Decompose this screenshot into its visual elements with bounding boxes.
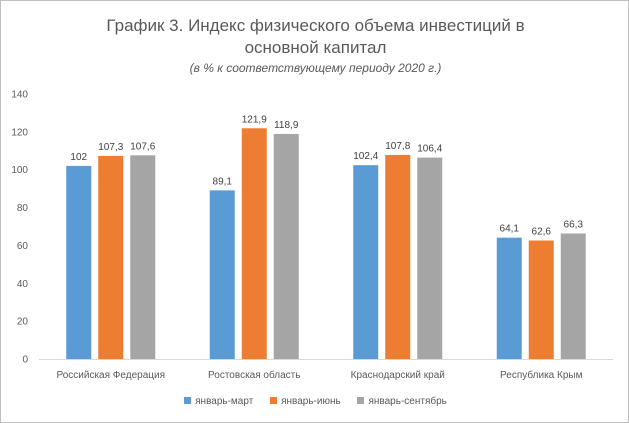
chart-legend: январь-март январь-июнь январь-сентябрь bbox=[1, 396, 629, 407]
bar bbox=[417, 157, 443, 359]
legend-item-series-3: январь-сентябрь bbox=[357, 396, 447, 407]
bar bbox=[66, 165, 92, 359]
chart-title-line-1: График 3. Индекс физического объема инве… bbox=[106, 16, 525, 35]
bar bbox=[385, 154, 411, 359]
x-tick-label: Ростовская область bbox=[208, 369, 300, 381]
y-tick-label: 100 bbox=[11, 165, 28, 176]
data-label: 106,4 bbox=[417, 144, 442, 155]
y-tick-label: 140 bbox=[11, 90, 28, 101]
bar bbox=[528, 240, 554, 359]
y-tick-label: 40 bbox=[17, 279, 29, 290]
chart-title-line-2: основной капитал bbox=[244, 38, 387, 57]
bar bbox=[241, 128, 267, 359]
x-tick-label: Российская Федерация bbox=[56, 370, 165, 381]
data-label: 64,1 bbox=[500, 224, 520, 235]
bar bbox=[130, 155, 156, 359]
bar bbox=[560, 233, 586, 359]
legend-label-series-3: январь-сентябрь bbox=[368, 396, 447, 407]
legend-swatch-series-2 bbox=[270, 397, 278, 404]
y-tick-label: 20 bbox=[17, 317, 29, 328]
data-label: 66,3 bbox=[564, 220, 584, 231]
legend-swatch-series-3 bbox=[357, 397, 365, 404]
data-label: 89,1 bbox=[213, 176, 233, 187]
x-tick-label: Краснодарский край bbox=[351, 370, 445, 381]
legend-item-series-1: январь-март bbox=[184, 396, 253, 407]
x-tick-label: Республика Крым bbox=[500, 369, 583, 381]
legend-item-series-2: январь-июнь bbox=[270, 396, 341, 407]
bar bbox=[273, 133, 299, 359]
bar bbox=[353, 165, 379, 359]
y-tick-label: 120 bbox=[11, 127, 28, 138]
legend-label-series-1: январь-март bbox=[195, 396, 254, 407]
y-tick-label: 60 bbox=[17, 241, 29, 252]
data-label: 107,8 bbox=[385, 141, 410, 152]
data-label: 102 bbox=[70, 152, 87, 163]
data-label: 102,4 bbox=[353, 151, 378, 162]
data-label: 107,3 bbox=[98, 142, 123, 153]
data-label: 62,6 bbox=[532, 227, 552, 238]
legend-swatch-series-1 bbox=[184, 397, 192, 404]
bar bbox=[98, 155, 124, 359]
data-label: 118,9 bbox=[274, 120, 299, 131]
chart-title: График 3. Индекс физического объема инве… bbox=[1, 15, 629, 59]
y-tick-label: 0 bbox=[22, 355, 28, 366]
bar bbox=[496, 237, 522, 359]
bar bbox=[209, 190, 235, 359]
legend-label-series-2: январь-июнь bbox=[281, 396, 341, 407]
y-tick-label: 80 bbox=[17, 203, 29, 214]
chart-subtitle: (в % к соответствующему периоду 2020 г.) bbox=[189, 61, 442, 75]
data-label: 107,6 bbox=[130, 141, 155, 152]
data-label: 121,9 bbox=[242, 114, 267, 125]
